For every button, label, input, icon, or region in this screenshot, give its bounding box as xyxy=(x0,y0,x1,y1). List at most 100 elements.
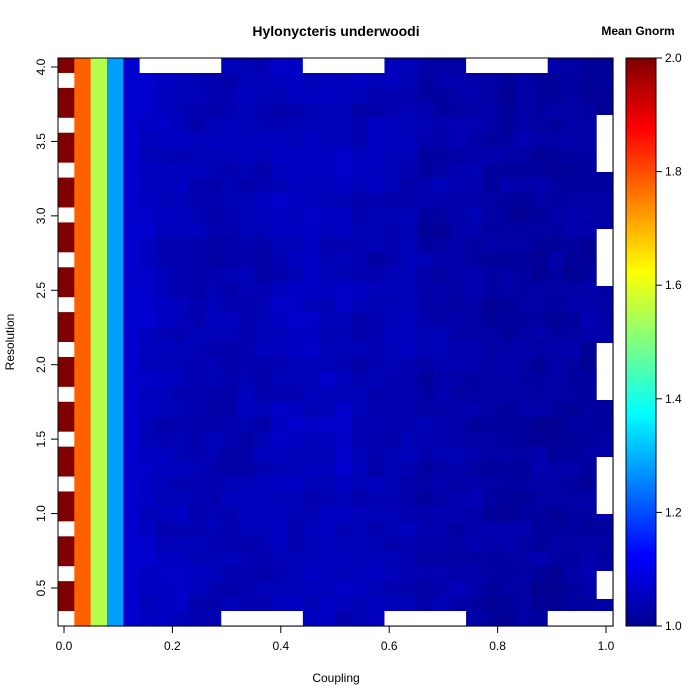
heatmap-cell xyxy=(237,102,255,119)
heatmap-cell xyxy=(270,596,288,612)
heatmap-cell xyxy=(172,207,190,224)
heatmap-cell xyxy=(384,581,402,597)
heatmap-cell xyxy=(449,147,467,164)
heatmap-cell xyxy=(106,87,124,104)
heatmap-cell xyxy=(253,192,271,209)
heatmap-cell xyxy=(498,476,516,493)
heatmap-cell xyxy=(106,117,124,134)
heatmap-cell xyxy=(188,87,206,104)
heatmap-cell xyxy=(221,386,239,403)
heatmap-cell xyxy=(351,207,369,224)
heatmap-cell xyxy=(155,566,173,582)
heatmap-cell xyxy=(58,132,75,149)
heatmap-cell xyxy=(204,162,222,179)
heatmap-cell xyxy=(139,416,157,433)
heatmap-cell xyxy=(400,87,418,104)
heatmap-cell xyxy=(384,371,402,388)
heatmap-cell xyxy=(286,267,304,283)
heatmap-cell xyxy=(302,461,320,478)
heatmap-cell xyxy=(58,581,75,597)
heatmap-cell xyxy=(74,371,92,388)
heatmap-cell xyxy=(580,327,598,343)
y-axis: 0.5 1.0 1.5 2.0 2.5 3.0 3.5 4.0 xyxy=(34,58,59,596)
heatmap-cell xyxy=(368,177,386,194)
heatmap-cell xyxy=(253,596,271,612)
heatmap-cell xyxy=(253,491,271,508)
heatmap-cell xyxy=(498,506,516,522)
heatmap-cell xyxy=(106,327,124,343)
heatmap-cell xyxy=(498,102,516,119)
heatmap-cell xyxy=(335,222,353,238)
heatmap-cell xyxy=(580,581,598,597)
heatmap-cell xyxy=(531,102,549,119)
heatmap-cell xyxy=(155,267,173,283)
heatmap-cell xyxy=(466,177,484,194)
heatmap-cell xyxy=(319,147,337,164)
heatmap-cell xyxy=(237,386,255,403)
heatmap-cell xyxy=(286,282,304,298)
heatmap-cell xyxy=(253,132,271,149)
heatmap-cell xyxy=(286,491,304,508)
heatmap-cell xyxy=(123,386,141,403)
heatmap-cell xyxy=(155,596,173,612)
heatmap-cell xyxy=(515,147,532,164)
heatmap-cell xyxy=(319,72,337,89)
heatmap-cell xyxy=(466,282,484,298)
heatmap-cell xyxy=(74,58,92,74)
heatmap-cell xyxy=(498,386,516,403)
heatmap-cell xyxy=(302,521,320,537)
heatmap-cell xyxy=(351,401,369,418)
heatmap-cell xyxy=(433,506,451,522)
heatmap-cell xyxy=(155,72,173,89)
heatmap-cell xyxy=(466,401,484,418)
heatmap-cell xyxy=(302,282,320,298)
heatmap-cell xyxy=(188,551,206,567)
heatmap-cell xyxy=(384,506,402,522)
heatmap-cell xyxy=(58,207,75,224)
heatmap-cell xyxy=(384,416,402,433)
heatmap-cell xyxy=(335,297,353,313)
heatmap-cell xyxy=(123,611,141,627)
heatmap-cell xyxy=(515,267,532,283)
heatmap-cell xyxy=(417,282,435,298)
heatmap-cell xyxy=(253,267,271,283)
heatmap-cell xyxy=(498,252,516,268)
y-tick-label: 3.0 xyxy=(34,207,48,224)
heatmap-cell xyxy=(253,87,271,104)
heatmap-cell xyxy=(139,237,157,253)
heatmap-cell xyxy=(90,132,108,149)
heatmap-cell xyxy=(58,192,75,209)
heatmap-cell xyxy=(400,431,418,448)
heatmap-cell xyxy=(580,58,598,74)
heatmap-cell xyxy=(221,461,239,478)
heatmap-cell xyxy=(319,192,337,209)
heatmap-cell xyxy=(237,192,255,209)
heatmap-cell xyxy=(221,267,239,283)
heatmap-cell xyxy=(270,72,288,89)
heatmap-cell xyxy=(466,297,484,313)
heatmap-cell xyxy=(547,536,565,552)
heatmap-cell xyxy=(188,222,206,238)
heatmap-cell xyxy=(368,252,386,268)
heatmap-cell xyxy=(253,401,271,418)
heatmap-cell xyxy=(335,342,353,358)
heatmap-cell xyxy=(580,222,598,238)
heatmap-cell xyxy=(547,431,565,448)
heatmap-cell xyxy=(221,312,239,328)
heatmap-cell xyxy=(368,132,386,149)
heatmap-cell xyxy=(351,252,369,268)
heatmap-cell xyxy=(433,476,451,493)
heatmap-cell xyxy=(139,536,157,552)
heatmap-cell xyxy=(58,327,75,343)
heatmap-cell xyxy=(90,461,108,478)
y-tick-label: 0.5 xyxy=(34,579,48,596)
heatmap-cell xyxy=(204,416,222,433)
heatmap-cell xyxy=(286,371,304,388)
heatmap-cell xyxy=(270,521,288,537)
heatmap-cell xyxy=(155,536,173,552)
heatmap-cell xyxy=(564,521,581,537)
heatmap-cell xyxy=(433,342,451,358)
heatmap-cell xyxy=(58,102,75,119)
heatmap-cell xyxy=(449,401,467,418)
heatmap-cell xyxy=(302,327,320,343)
